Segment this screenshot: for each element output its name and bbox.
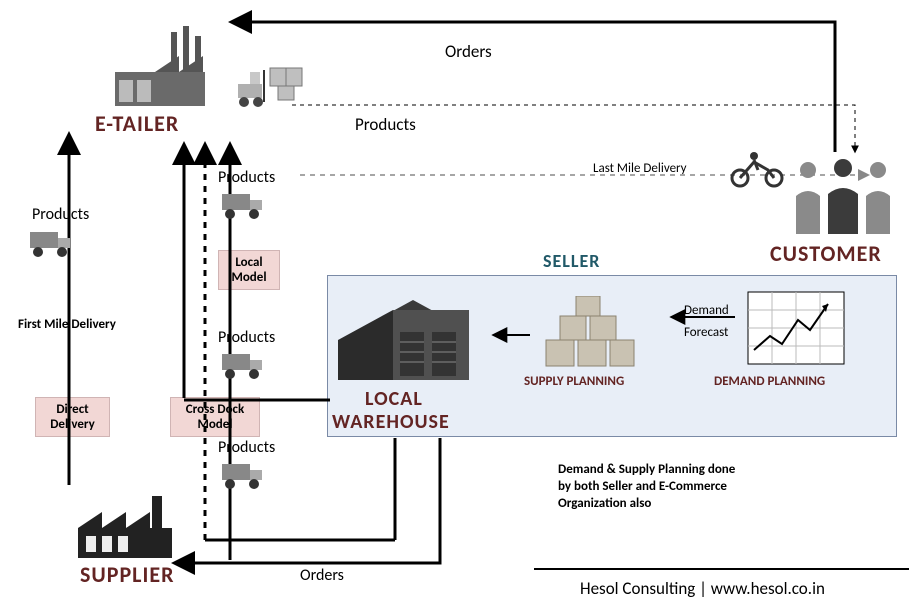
boxes-icon (540, 296, 640, 372)
motorbike-icon (728, 148, 786, 188)
warehouse-icon (338, 286, 488, 386)
chart-icon (746, 290, 846, 370)
note-line3: Organization also (558, 496, 735, 513)
local-model-tag: LocalModel (218, 250, 280, 290)
supplier-label: SUPPLIER (80, 561, 174, 588)
orders-top-label: Orders (445, 41, 492, 62)
products-2-label: Products (218, 328, 275, 347)
seller-label: SELLER (543, 250, 600, 272)
first-mile-label: First Mile Delivery (18, 317, 116, 332)
direct-tag: DirectDelivery (35, 397, 110, 437)
products-left-label: Products (32, 205, 89, 224)
forklift-icon (236, 64, 304, 110)
planning-note: Demand & Supply Planning done by both Se… (558, 462, 735, 513)
factory-icon (115, 22, 225, 110)
products-top-label: Products (355, 114, 416, 135)
demand-label: Demand (684, 303, 729, 318)
truck-icon-4 (220, 460, 270, 492)
customer-label: CUSTOMER (770, 240, 882, 267)
cross-dock-tag: Cross DockModel (170, 397, 260, 437)
demand-plan-label: DEMAND PLANNING (714, 374, 825, 389)
note-line1: Demand & Supply Planning done (558, 462, 735, 479)
localwh-label1: LOCAL (365, 387, 423, 411)
supply-plan-label: SUPPLY PLANNING (524, 374, 624, 389)
note-line2: by both Seller and E-Commerce (558, 479, 735, 496)
forecast-label: Forecast (684, 325, 728, 340)
truck-icon-1 (220, 190, 270, 222)
truck-icon-3 (220, 350, 270, 382)
footer-text: Hesol Consulting | www.hesol.co.in (580, 578, 825, 599)
people-icon (788, 156, 898, 238)
supplier-factory-icon (78, 492, 178, 562)
products-1-label: Products (218, 168, 275, 187)
footer-divider (534, 568, 909, 570)
truck-icon-2 (28, 228, 78, 260)
localwh-label2: WAREHOUSE (332, 410, 450, 434)
orders-bottom-label: Orders (300, 566, 344, 585)
products-3-label: Products (218, 438, 275, 457)
etailer-label: E-TAILER (95, 110, 179, 137)
last-mile-label: Last Mile Delivery (593, 161, 687, 176)
